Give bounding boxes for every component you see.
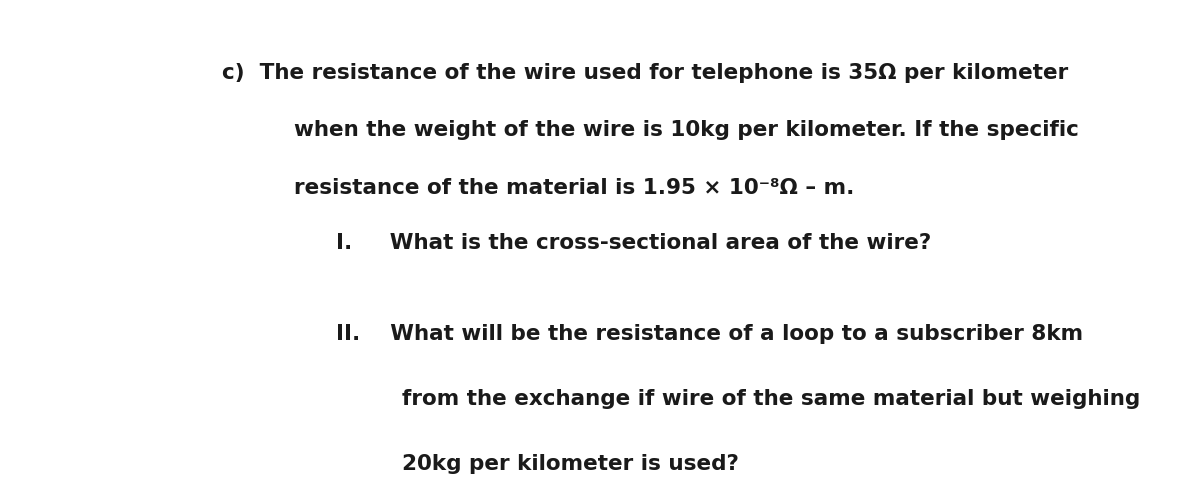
Text: I.     What is the cross-sectional area of the wire?: I. What is the cross-sectional area of t… <box>336 233 931 253</box>
Text: 20kg per kilometer is used?: 20kg per kilometer is used? <box>402 453 739 473</box>
Text: from the exchange if wire of the same material but weighing: from the exchange if wire of the same ma… <box>402 388 1140 408</box>
Text: II.    What will be the resistance of a loop to a subscriber 8km: II. What will be the resistance of a loo… <box>336 323 1084 343</box>
Text: resistance of the material is 1.95 × 10⁻⁸Ω – m.: resistance of the material is 1.95 × 10⁻… <box>294 178 854 198</box>
Text: c)  The resistance of the wire used for telephone is 35Ω per kilometer: c) The resistance of the wire used for t… <box>222 63 1068 83</box>
Text: when the weight of the wire is 10kg per kilometer. If the specific: when the weight of the wire is 10kg per … <box>294 120 1079 140</box>
